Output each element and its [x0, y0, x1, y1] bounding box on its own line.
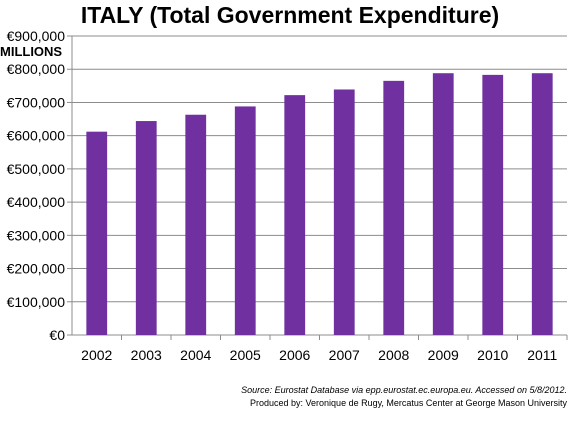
y-tick-label: €900,000	[7, 28, 66, 44]
y-tick-label: €700,000	[7, 94, 66, 110]
x-tick-label: 2008	[378, 347, 409, 363]
bar-2006	[284, 95, 306, 335]
bar-2008	[383, 80, 405, 335]
x-tick-label: 2005	[230, 347, 261, 363]
y-tick-label: €300,000	[7, 227, 66, 243]
bar-2010	[482, 74, 504, 336]
x-tick-label: 2011	[527, 347, 557, 363]
source-citation: Source: Eurostat Database via epp.eurost…	[241, 385, 567, 395]
y-tick-label: €800,000	[7, 61, 66, 77]
bar-2002	[86, 131, 108, 335]
bar-2009	[432, 73, 454, 335]
chart-title: ITALY (Total Government Expenditure)	[80, 2, 500, 28]
x-tick-label: 2006	[279, 347, 310, 363]
chart-source-note: Source: Eurostat Database via epp.eurost…	[241, 384, 567, 410]
y-tick-label: €0	[49, 327, 65, 343]
x-tick-label: 2002	[81, 347, 112, 363]
x-tick-label: 2007	[329, 347, 360, 363]
bar-2004	[185, 114, 207, 335]
y-tick-label: €200,000	[7, 261, 66, 277]
bar-2007	[333, 89, 355, 335]
y-tick-label: €100,000	[7, 294, 66, 310]
producer-credit: Produced by: Veronique de Rugy, Mercatus…	[250, 398, 567, 408]
y-tick-label: €500,000	[7, 161, 66, 177]
x-tick-label: 2004	[180, 347, 211, 363]
x-tick-label: 2003	[131, 347, 162, 363]
y-tick-label: €600,000	[7, 128, 66, 144]
y-axis-units-label: MILLIONS	[0, 44, 63, 59]
x-tick-label: 2009	[428, 347, 459, 363]
bar-2003	[135, 121, 157, 335]
bar-2005	[234, 106, 256, 335]
x-tick-label: 2010	[477, 347, 508, 363]
y-tick-label: €400,000	[7, 194, 66, 210]
bar-2011	[531, 73, 553, 335]
